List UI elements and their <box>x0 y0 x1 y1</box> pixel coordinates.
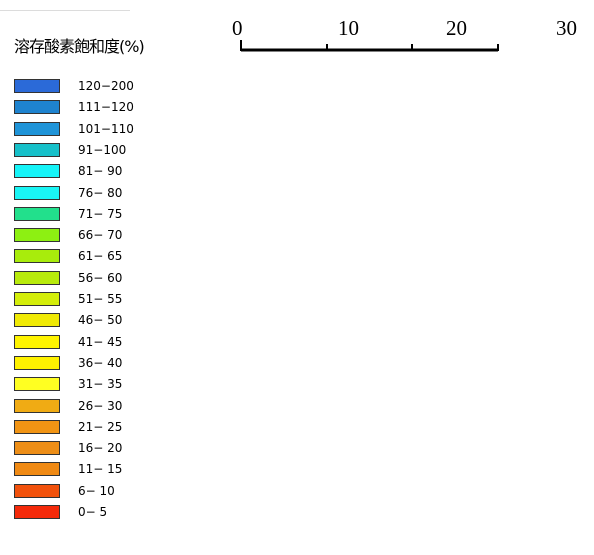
legend-range-label: 36− 40 <box>78 356 123 370</box>
scale-label-0: 0 <box>232 16 243 40</box>
legend-swatch <box>14 356 60 370</box>
scale-label-10: 10 <box>338 16 359 40</box>
legend-swatch <box>14 207 60 221</box>
legend-row: 71− 75 <box>14 207 174 221</box>
legend-range-label: 71− 75 <box>78 207 123 221</box>
legend-row: 16− 20 <box>14 441 174 455</box>
legend-range-label: 76− 80 <box>78 186 123 200</box>
legend-row: 41− 45 <box>14 335 174 349</box>
legend-row: 11− 15 <box>14 462 174 476</box>
legend-range-label: 81− 90 <box>78 164 123 178</box>
legend-range-label: 101−110 <box>78 122 134 136</box>
legend-range-label: 16− 20 <box>78 441 123 455</box>
legend-range-label: 111−120 <box>78 100 134 114</box>
legend-range-label: 61− 65 <box>78 249 123 263</box>
legend-swatch <box>14 441 60 455</box>
legend-row: 56− 60 <box>14 271 174 285</box>
legend-row: 61− 65 <box>14 249 174 263</box>
legend-swatch <box>14 335 60 349</box>
legend-swatch <box>14 186 60 200</box>
top-strip <box>0 0 130 11</box>
scale-bar-graphic: 0 10 20 30 <box>232 16 577 52</box>
legend-row: 120−200 <box>14 79 174 93</box>
legend-range-label: 26− 30 <box>78 399 123 413</box>
legend-range-label: 0− 5 <box>78 505 108 519</box>
scale-label-30: 30 <box>556 16 577 40</box>
legend-row: 76− 80 <box>14 186 174 200</box>
legend-range-label: 51− 55 <box>78 292 123 306</box>
legend-range-label: 6− 10 <box>78 484 115 498</box>
legend-range-label: 56− 60 <box>78 271 123 285</box>
legend-row: 0− 5 <box>14 505 174 519</box>
legend-range-label: 31− 35 <box>78 377 123 391</box>
legend-row: 46− 50 <box>14 313 174 327</box>
scale-label-20: 20 <box>446 16 467 40</box>
legend-row: 91−100 <box>14 143 174 157</box>
legend-range-label: 41− 45 <box>78 335 123 349</box>
legend-swatch <box>14 292 60 306</box>
legend-row: 26− 30 <box>14 399 174 413</box>
legend-swatch <box>14 399 60 413</box>
legend-swatch <box>14 271 60 285</box>
legend-swatch <box>14 100 60 114</box>
legend-swatch <box>14 143 60 157</box>
legend-range-label: 21− 25 <box>78 420 123 434</box>
legend-range-label: 120−200 <box>78 79 134 93</box>
legend-swatch <box>14 420 60 434</box>
legend-swatch <box>14 79 60 93</box>
legend-swatch <box>14 249 60 263</box>
legend-row: 66− 70 <box>14 228 174 242</box>
legend-swatch <box>14 313 60 327</box>
legend-row: 101−110 <box>14 122 174 136</box>
legend-swatch <box>14 122 60 136</box>
legend-range-label: 11− 15 <box>78 462 123 476</box>
legend-swatch <box>14 505 60 519</box>
legend-swatch <box>14 484 60 498</box>
legend-row: 6− 10 <box>14 484 174 498</box>
legend-row: 81− 90 <box>14 164 174 178</box>
legend-range-label: 91−100 <box>78 143 127 157</box>
legend-row: 51− 55 <box>14 292 174 306</box>
legend-swatch <box>14 164 60 178</box>
scale-bar: 0 10 20 30 <box>230 14 594 59</box>
legend-row: 31− 35 <box>14 377 174 391</box>
legend-swatch <box>14 377 60 391</box>
legend-row: 21− 25 <box>14 420 174 434</box>
legend-title: 溶存酸素飽和度(%) <box>14 37 145 56</box>
legend-range-label: 46− 50 <box>78 313 123 327</box>
legend-range-label: 66− 70 <box>78 228 123 242</box>
legend-swatch <box>14 462 60 476</box>
legend-swatch <box>14 228 60 242</box>
legend-row: 36− 40 <box>14 356 174 370</box>
legend-row: 111−120 <box>14 100 174 114</box>
